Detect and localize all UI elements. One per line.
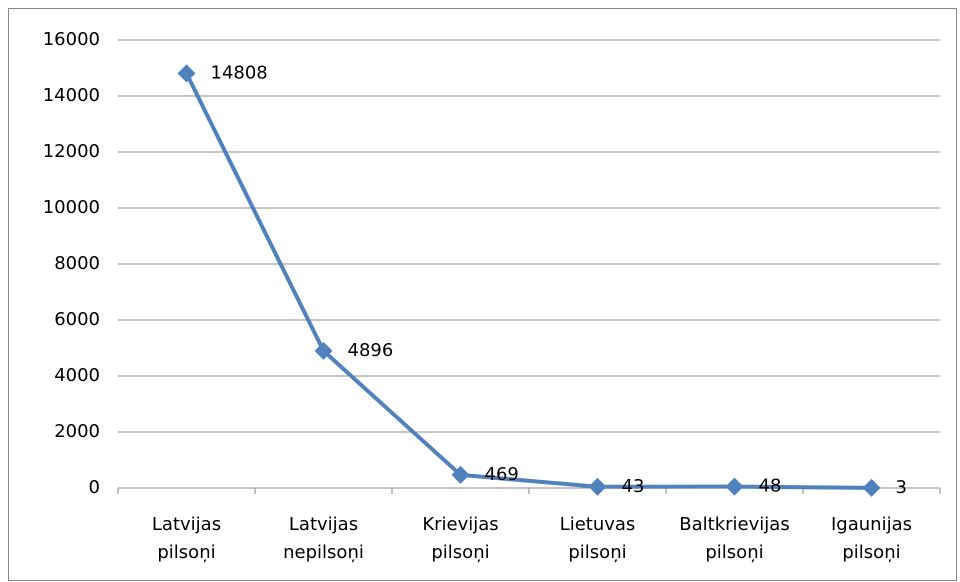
x-tick-label: Lietuvas pilsoņi xyxy=(560,514,636,563)
marker xyxy=(588,477,607,496)
y-tick-label: 2000 xyxy=(54,421,100,442)
data-label: 3 xyxy=(896,477,907,498)
chart-frame xyxy=(8,8,957,581)
y-tick-label: 10000 xyxy=(43,197,100,218)
marker xyxy=(725,477,744,496)
y-tick-label: 8000 xyxy=(54,253,100,274)
marker xyxy=(451,465,470,484)
data-label: 48 xyxy=(759,476,782,497)
x-tick-label: Krievijas pilsoņi xyxy=(422,514,498,563)
data-label: 4896 xyxy=(348,340,394,361)
y-tick-label: 14000 xyxy=(43,85,100,106)
data-label: 469 xyxy=(485,464,519,485)
x-tick-label: Latvijas nepilsoņi xyxy=(283,514,364,563)
x-tick-label: Baltkrievijas pilsoņi xyxy=(679,514,789,563)
y-tick-label: 16000 xyxy=(43,29,100,50)
x-tick-label: Latvijas pilsoņi xyxy=(152,514,221,563)
y-tick-label: 6000 xyxy=(54,309,100,330)
line xyxy=(184,72,872,490)
marker xyxy=(177,64,196,83)
marker xyxy=(314,341,333,360)
y-tick-label: 0 xyxy=(89,477,100,498)
y-tick-label: 12000 xyxy=(43,141,100,162)
data-label: 43 xyxy=(622,476,645,497)
y-tick-label: 4000 xyxy=(54,365,100,386)
x-tick-label: Igaunijas pilsoņi xyxy=(831,514,912,563)
data-label: 14808 xyxy=(211,62,268,83)
marker xyxy=(862,478,881,497)
